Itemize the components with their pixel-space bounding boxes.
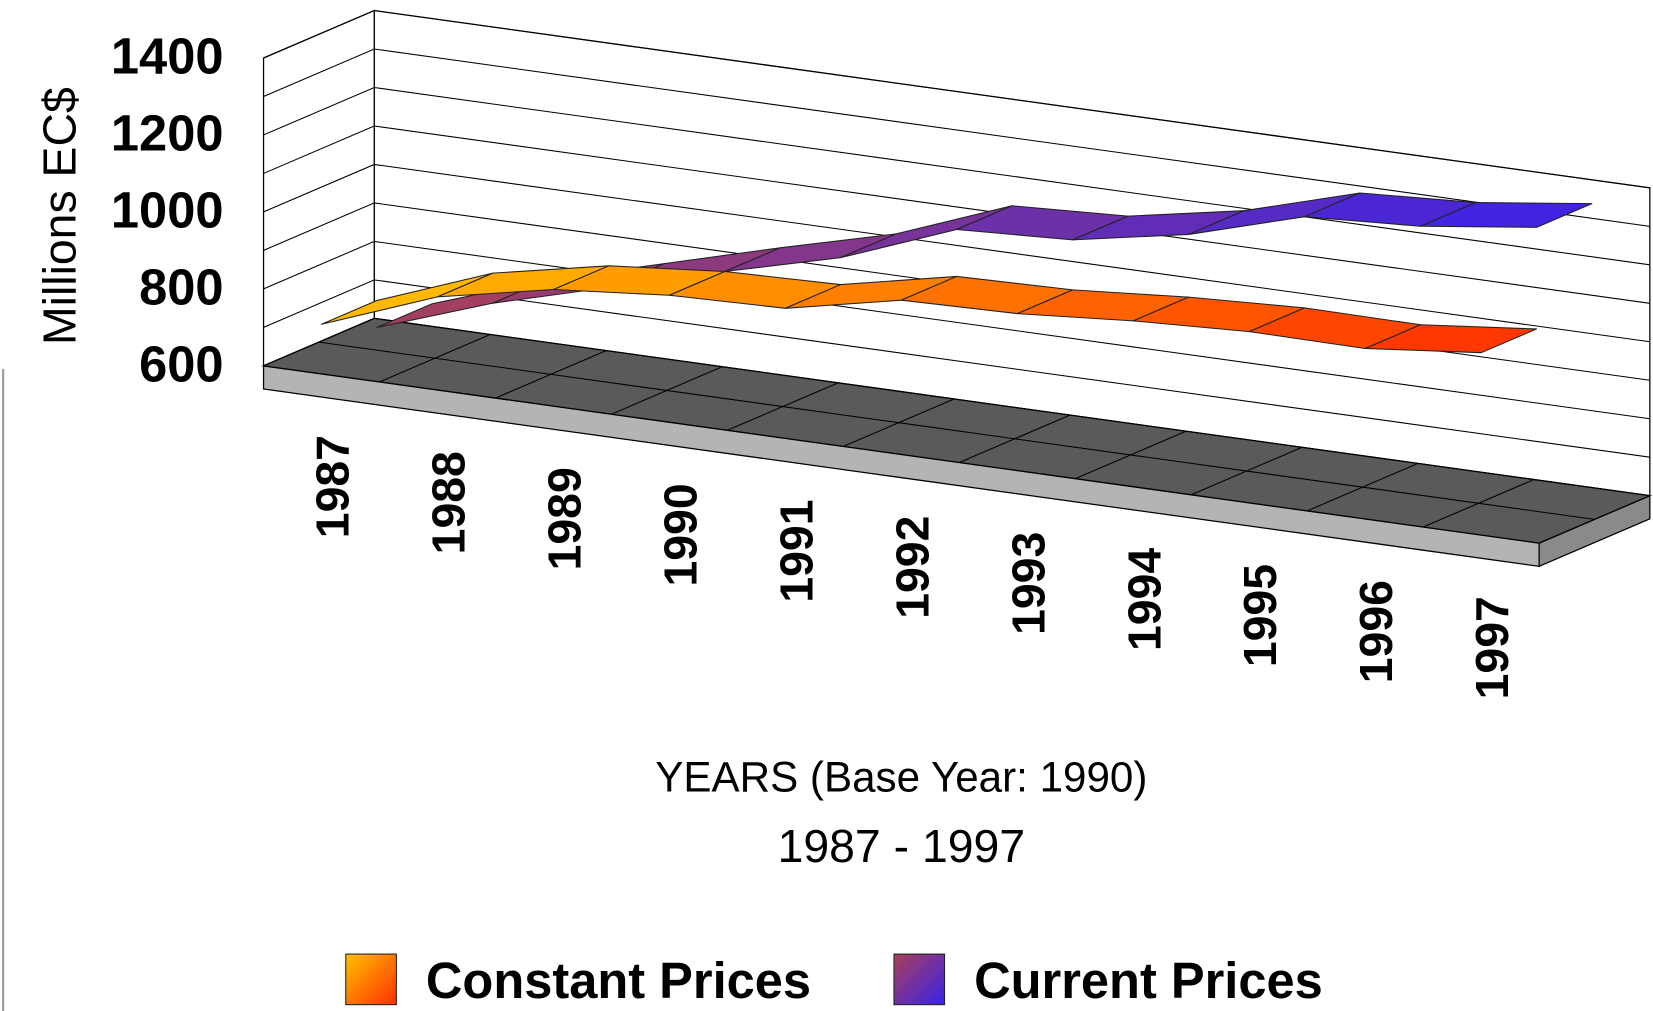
x-tick-label: 1989	[538, 467, 590, 570]
grid-line	[263, 10, 1650, 189]
plot-area: 600 800 1000 1200 1400 1987 1988 1989 1990 1991 19…	[111, 9, 1653, 699]
x-tick-label: 1997	[1466, 596, 1518, 699]
grid-line	[263, 125, 1650, 304]
x-tick-label: 1993	[1002, 532, 1054, 635]
ribbon-segment	[1364, 324, 1538, 354]
x-tick-label: 1992	[886, 516, 938, 619]
x-tick-label: 1988	[423, 451, 475, 554]
x-tick-label: 1996	[1350, 580, 1402, 683]
legend: Constant Prices Current Prices	[345, 952, 1323, 1009]
y-tick-label: 1200	[111, 104, 224, 161]
floor-grid	[318, 341, 1595, 520]
legend-swatch	[345, 953, 397, 1006]
y-tick-label: 1400	[111, 27, 224, 84]
y-tick-label: 800	[139, 258, 223, 315]
x-tick-label: 1995	[1234, 564, 1286, 667]
x-axis-label: YEARS (Base Year: 1990)	[655, 753, 1147, 800]
y-axis-label: Millions EC$	[34, 87, 86, 345]
legend-label: Constant Prices	[426, 952, 811, 1009]
grid-line	[263, 48, 1650, 227]
legend-swatch	[893, 953, 946, 1006]
grid-line	[263, 279, 1650, 458]
y-tick-label: 600	[139, 335, 223, 392]
ribbon-segment	[1420, 202, 1593, 228]
x-tick-label: 1991	[770, 499, 822, 602]
x-tick-label: 1994	[1118, 548, 1170, 651]
x-tick-label: 1987	[307, 435, 359, 538]
legend-label: Current Prices	[974, 952, 1323, 1009]
x-tick-label: 1990	[654, 483, 706, 586]
grid-line	[263, 86, 1650, 266]
y-tick-label: 1000	[111, 181, 224, 238]
subtitle: 1987 - 1997	[778, 820, 1026, 872]
grid-line	[263, 240, 1650, 420]
grid-line	[263, 163, 1650, 343]
